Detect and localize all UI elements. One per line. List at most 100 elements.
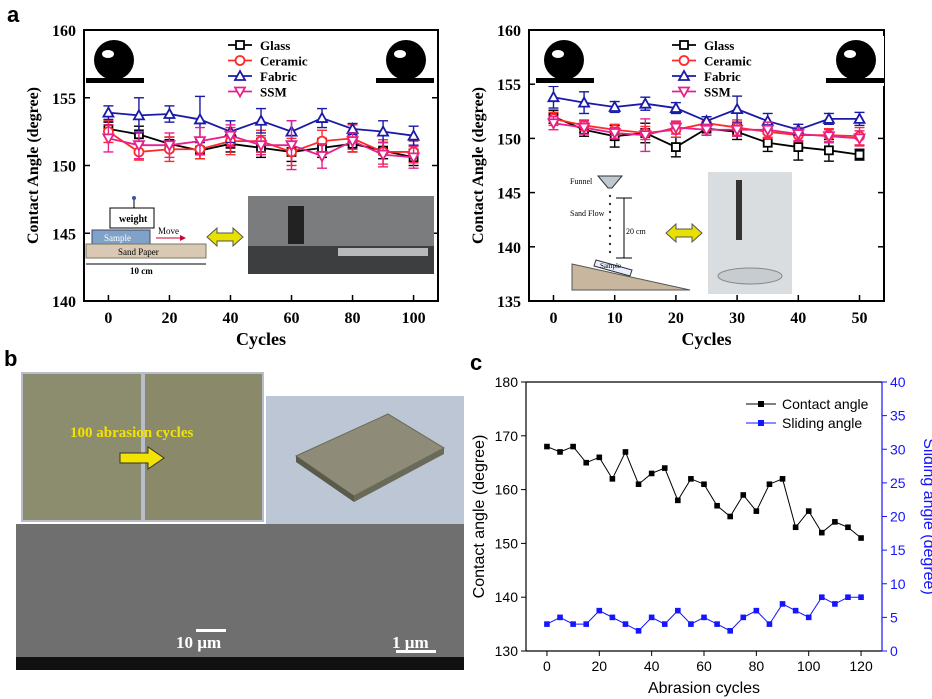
legend-label: SSM bbox=[260, 85, 287, 100]
y2-tick-label: 0 bbox=[890, 643, 898, 659]
y-axis-label: Contact Angle (degree) bbox=[25, 87, 42, 244]
y-tick-label: 130 bbox=[495, 643, 519, 659]
data-point bbox=[675, 607, 681, 614]
series-line bbox=[546, 445, 862, 539]
data-point bbox=[583, 459, 590, 466]
x-tick-label: 20 bbox=[592, 658, 608, 674]
scale-bar-10um-label: 10 µm bbox=[176, 633, 222, 652]
x-axis-label: Cycles bbox=[236, 329, 286, 349]
data-point bbox=[858, 535, 864, 541]
x-tick-label: 100 bbox=[402, 310, 426, 327]
legend-label: Ceramic bbox=[260, 54, 308, 69]
scale-bar-1um-label: 1 µm bbox=[392, 633, 429, 652]
data-point bbox=[832, 601, 838, 607]
y-axis-label: Contact angle (degree) bbox=[471, 435, 488, 599]
data-point bbox=[779, 601, 786, 607]
y2-tick-label: 10 bbox=[890, 576, 906, 592]
data-point bbox=[254, 113, 268, 126]
legend-marker bbox=[234, 55, 246, 66]
sandflow-label: Sand Flow bbox=[570, 209, 605, 218]
data-point bbox=[675, 497, 681, 504]
legend-marker bbox=[677, 86, 691, 99]
data-point bbox=[608, 100, 622, 112]
legend: Contact angle Sliding angle bbox=[746, 396, 869, 431]
x-tick-label: 40 bbox=[644, 658, 660, 674]
data-point bbox=[596, 607, 603, 614]
x-tick-label: 80 bbox=[749, 658, 765, 674]
x-tick-label: 0 bbox=[543, 658, 551, 674]
data-point bbox=[635, 628, 642, 634]
x-tick-label: 20 bbox=[668, 310, 684, 327]
data-point bbox=[793, 142, 804, 152]
data-point bbox=[635, 481, 642, 488]
data-point bbox=[254, 140, 268, 153]
sandflow-photo bbox=[708, 172, 792, 294]
x-tick-label: 0 bbox=[104, 310, 112, 327]
data-point bbox=[852, 133, 867, 146]
data-point bbox=[101, 105, 115, 118]
data-point bbox=[162, 107, 176, 119]
data-point bbox=[315, 151, 329, 163]
data-point bbox=[845, 524, 851, 531]
panel-label-c: c bbox=[470, 350, 483, 375]
data-point bbox=[688, 476, 694, 482]
double-arrow-left bbox=[206, 226, 244, 248]
data-point bbox=[699, 124, 714, 137]
x-tick-label: 10 bbox=[607, 310, 623, 327]
data-point bbox=[346, 136, 360, 148]
data-point bbox=[557, 614, 563, 621]
legend-marker bbox=[678, 55, 690, 66]
data-point bbox=[609, 476, 616, 482]
data-point bbox=[762, 137, 773, 148]
data-point bbox=[648, 470, 655, 477]
data-point bbox=[832, 519, 838, 525]
x-tick-label: 40 bbox=[790, 310, 806, 327]
abrasion-photo bbox=[248, 196, 434, 274]
data-point bbox=[727, 628, 733, 634]
data-point bbox=[608, 128, 622, 140]
legend-label: Glass bbox=[260, 38, 290, 53]
data-point bbox=[727, 513, 733, 520]
legend-marker bbox=[679, 40, 689, 50]
y-tick-label: 140 bbox=[52, 294, 76, 311]
legend-marker bbox=[677, 69, 691, 81]
x-tick-label: 0 bbox=[549, 310, 557, 327]
data-point bbox=[101, 133, 115, 146]
data-point bbox=[622, 449, 629, 455]
y-tick-label: 160 bbox=[495, 482, 519, 498]
data-point bbox=[701, 614, 707, 621]
data-point bbox=[596, 454, 603, 461]
data-point bbox=[766, 621, 773, 627]
data-point bbox=[661, 465, 668, 471]
x-tick-label: 80 bbox=[345, 310, 361, 327]
data-point bbox=[544, 443, 550, 450]
weight-label: weight bbox=[119, 214, 148, 225]
x-tick-label: 120 bbox=[849, 658, 873, 674]
droplet-image-left-2 bbox=[376, 36, 434, 86]
data-point bbox=[622, 621, 629, 627]
data-point bbox=[805, 508, 812, 514]
chart-c: 130 140 150 160 170 180 0 5 10 15 20 25 30 35 40 0 20 40 6… bbox=[471, 374, 932, 697]
y-tick-label: 170 bbox=[495, 428, 519, 444]
y-tick-label: 150 bbox=[52, 159, 76, 176]
series-ssm bbox=[101, 120, 421, 171]
double-arrow-right bbox=[665, 222, 703, 244]
legend-marker bbox=[758, 420, 764, 426]
sample-plate-photo bbox=[266, 396, 464, 524]
panel-label-a: a bbox=[7, 2, 20, 27]
droplet-image-right-1 bbox=[536, 36, 594, 86]
series-contact-angle bbox=[544, 443, 864, 541]
data-point bbox=[609, 614, 616, 621]
data-point bbox=[669, 101, 683, 113]
height-label: 20 cm bbox=[626, 227, 647, 236]
funnel-label: Funnel bbox=[570, 177, 593, 186]
data-point bbox=[132, 108, 146, 121]
x-tick-label: 60 bbox=[284, 310, 300, 327]
data-point bbox=[315, 111, 329, 123]
data-point bbox=[577, 95, 591, 108]
legend-label: Fabric bbox=[704, 69, 741, 84]
data-point bbox=[583, 621, 590, 627]
data-point bbox=[661, 621, 668, 627]
